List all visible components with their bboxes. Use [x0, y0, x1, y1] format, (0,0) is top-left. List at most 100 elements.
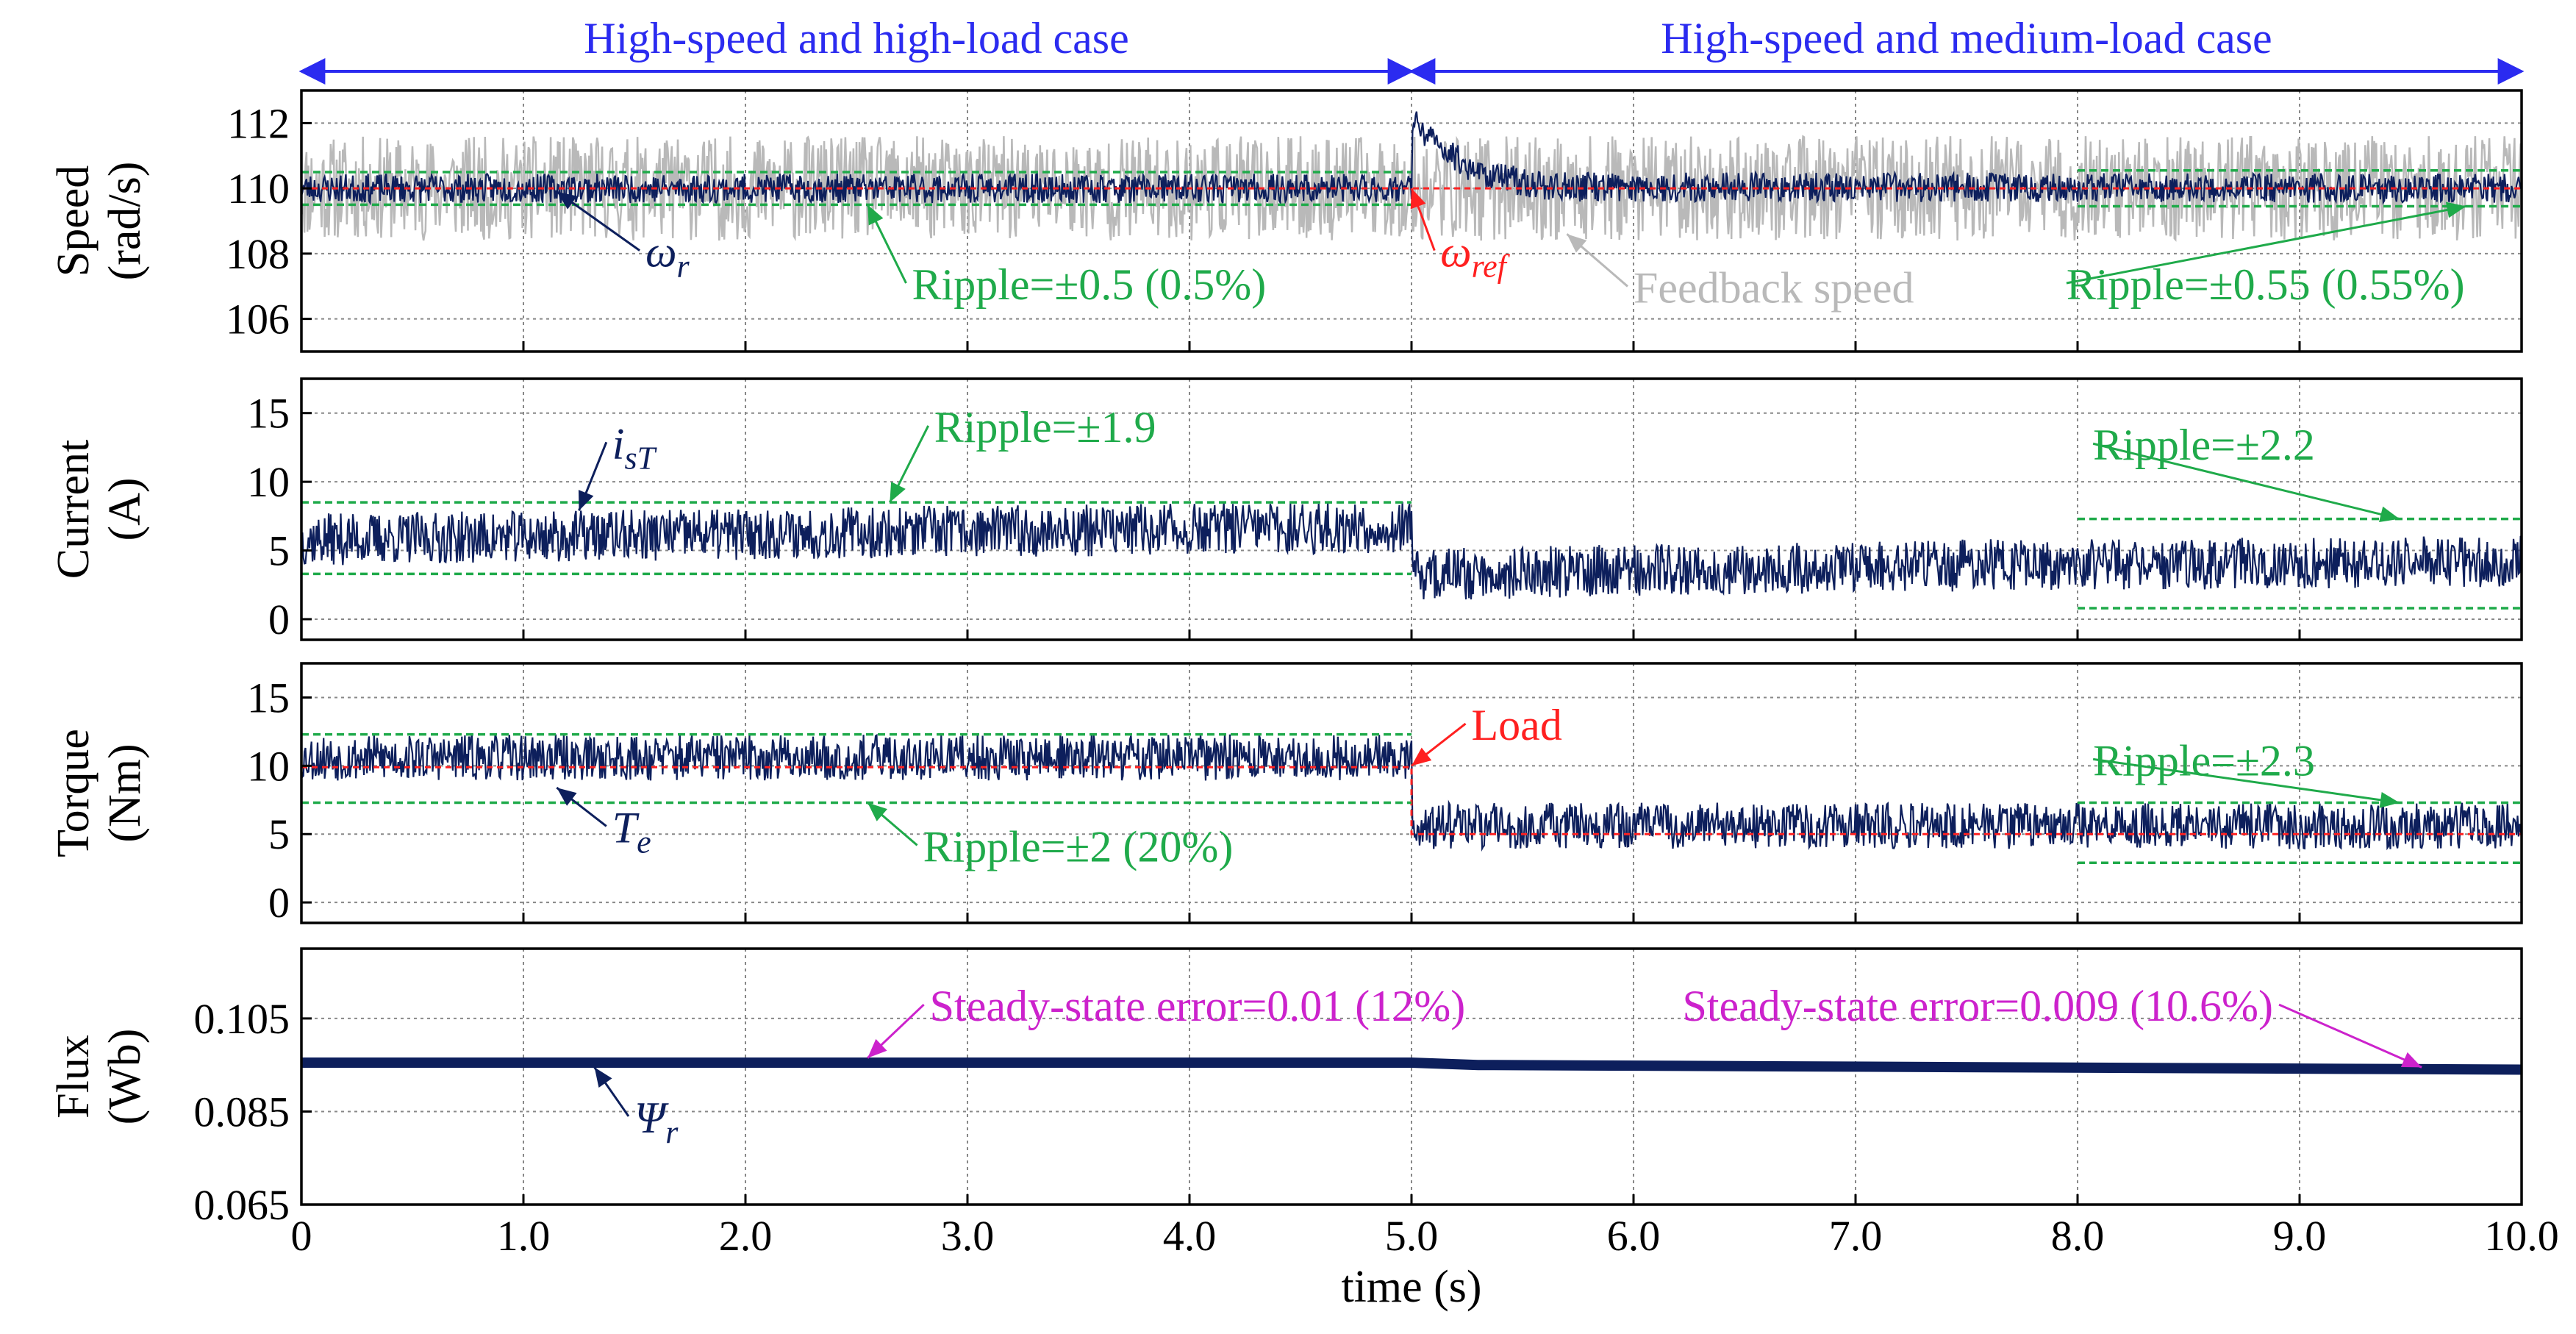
y-tick-label: 0	[268, 596, 290, 643]
case-label: High-speed and medium-load case	[1661, 14, 2272, 63]
panel-frame	[300, 377, 2523, 641]
x-tick-label: 5.0	[1385, 1212, 1439, 1260]
series-torque-1	[301, 766, 2522, 835]
current-y-axis-label: Current(A)	[49, 440, 150, 579]
panel-torque: 0 5 10 15 Torque(Nm) Te Ripple=±2 (20%) Load Rip…	[49, 662, 2523, 927]
annotation-symbol: ω	[645, 228, 676, 277]
x-tick-label: 10.0	[2484, 1212, 2559, 1260]
x-tick-label: 3.0	[941, 1212, 995, 1260]
y-axis-label-line1: Torque	[49, 729, 99, 857]
y-axis-label-line2: (Wb)	[100, 1029, 150, 1125]
annotation-subscript: ref	[1472, 249, 1511, 285]
annotation-label: Steady-state error=0.009 (10.6%)	[1682, 982, 2273, 1030]
series-flux-0	[301, 1057, 2522, 1075]
annotation-subscript: r	[665, 1114, 679, 1150]
annotation-speed-0: ωr	[556, 190, 690, 285]
annotation-label: Feedback speed	[1634, 263, 1914, 312]
y-axis-label-line1: Current	[49, 440, 99, 579]
annotation-arrow-head	[557, 788, 577, 806]
annotation-arrow-head	[867, 204, 884, 226]
annotation-current-1: Ripple=±1.9	[888, 403, 1156, 503]
annotation-flux-0: Ψr	[593, 1066, 679, 1150]
current-plot-area	[301, 501, 2522, 610]
annotation-arrow-shaft	[2066, 205, 2466, 285]
annotation-label: Steady-state error=0.01 (12%)	[930, 982, 1466, 1030]
panel-flux: 0.065 0.085 0.105 Flux(Wb) Ψr Steady-state er…	[49, 947, 2523, 1229]
annotation-arrow-head	[867, 1038, 887, 1058]
y-tick-label: 10	[247, 458, 290, 506]
y-tick-label: 15	[247, 390, 290, 438]
y-tick-label: 106	[226, 296, 290, 343]
annotation-label: isT	[612, 419, 658, 476]
x-tick-label: 9.0	[2273, 1212, 2327, 1260]
annotation-torque-1: Ripple=±2 (20%)	[867, 802, 1234, 871]
annotation-arrow-head	[2379, 791, 2400, 808]
y-tick-label: 112	[227, 99, 290, 147]
annotation-torque-2: Load	[1411, 701, 1562, 767]
y-tick-label: 0	[268, 879, 290, 927]
x-axis-label: time (s)	[1341, 1262, 1481, 1312]
annotation-label: Ripple=±1.9	[934, 403, 1156, 452]
annotation-speed-1: Ripple=±0.5 (0.5%)	[866, 204, 1267, 309]
annotation-label: Ripple=±2.2	[2093, 421, 2315, 469]
annotation-symbol: ω	[1440, 228, 1471, 277]
annotation-symbol: T	[612, 803, 640, 852]
series-current-0	[301, 502, 2522, 600]
x-tick-label: 7.0	[1829, 1212, 1883, 1260]
x-tick-label: 0	[291, 1212, 312, 1260]
annotation-arrow-head	[1567, 234, 1587, 253]
annotation-arrow-head	[1410, 188, 1426, 210]
annotation-label: Ripple=±2 (20%)	[923, 822, 1234, 871]
x-axis: time (s) 0 1.0 2.0 3.0 4.0 5.0 6.0 7.0 8.0 9.0 10.…	[291, 1212, 2559, 1312]
annotation-speed-2: ωref	[1410, 188, 1511, 285]
flux-plot-area	[301, 1057, 2522, 1075]
annotation-label: ωref	[1440, 228, 1510, 285]
annotation-arrow-shaft	[2092, 757, 2400, 804]
y-axis-label-line1: Speed	[49, 165, 99, 277]
annotation-torque-3: Ripple=±2.3	[2092, 736, 2400, 808]
annotation-label: ωr	[645, 228, 690, 285]
annotation-arrow-head	[2379, 506, 2400, 523]
torque-y-axis-label: Torque(Nm)	[49, 729, 150, 857]
series-torque-0	[301, 733, 2522, 852]
y-tick-label: 0.105	[194, 995, 290, 1043]
annotation-speed-3: Feedback speed	[1566, 233, 1914, 312]
annotation-arrow-head	[1412, 747, 1432, 766]
y-tick-label: 15	[247, 674, 290, 721]
annotation-label: Te	[612, 803, 651, 860]
case-labels: High-speed and high-load case High-speed …	[298, 14, 2525, 85]
annotation-subscript: r	[676, 249, 690, 285]
annotation-torque-0: Te	[556, 786, 651, 860]
annotation-symbol: Ψ	[634, 1094, 669, 1142]
x-tick-label: 6.0	[1607, 1212, 1661, 1260]
annotation-arrow-shaft	[2092, 442, 2400, 521]
annotation-label: Load	[1472, 701, 1562, 749]
annotation-subscript: e	[637, 824, 651, 860]
annotation-label: Ripple=±0.5 (0.5%)	[912, 260, 1267, 309]
x-tick-label: 1.0	[497, 1212, 551, 1260]
y-tick-label: 0.065	[194, 1181, 290, 1229]
y-axis-label-line2: (rad/s)	[100, 162, 150, 281]
annotation-label: Ripple=±0.55 (0.55%)	[2067, 260, 2465, 309]
y-axis-label-line2: (Nm)	[100, 743, 150, 842]
y-axis-label-line1: Flux	[49, 1035, 99, 1119]
flux-y-axis-label: Flux(Wb)	[49, 1029, 150, 1125]
x-tick-label: 4.0	[1163, 1212, 1217, 1260]
y-tick-label: 10	[247, 742, 290, 790]
panel-current: 0 5 10 15 Current(A) isT Ripple=±1.9 Ripple=±2.…	[49, 377, 2523, 643]
annotation-symbol: i	[612, 419, 625, 468]
annotation-arrow-head	[2445, 201, 2466, 218]
annotation-flux-1: Steady-state error=0.01 (12%)	[867, 982, 1466, 1059]
annotation-arrow-head	[890, 481, 906, 503]
annotation-arrow-shaft	[2278, 1003, 2422, 1069]
annotation-current-2: Ripple=±2.2	[2092, 421, 2400, 523]
annotation-label: Ripple=±2.3	[2093, 736, 2315, 785]
y-tick-label: 108	[226, 230, 290, 278]
x-tick-label: 2.0	[719, 1212, 773, 1260]
y-tick-label: 110	[227, 165, 290, 213]
annotation-current-0: isT	[578, 419, 658, 511]
speed-y-axis-label: Speed(rad/s)	[49, 162, 150, 281]
annotation-flux-2: Steady-state error=0.009 (10.6%)	[1682, 982, 2422, 1069]
